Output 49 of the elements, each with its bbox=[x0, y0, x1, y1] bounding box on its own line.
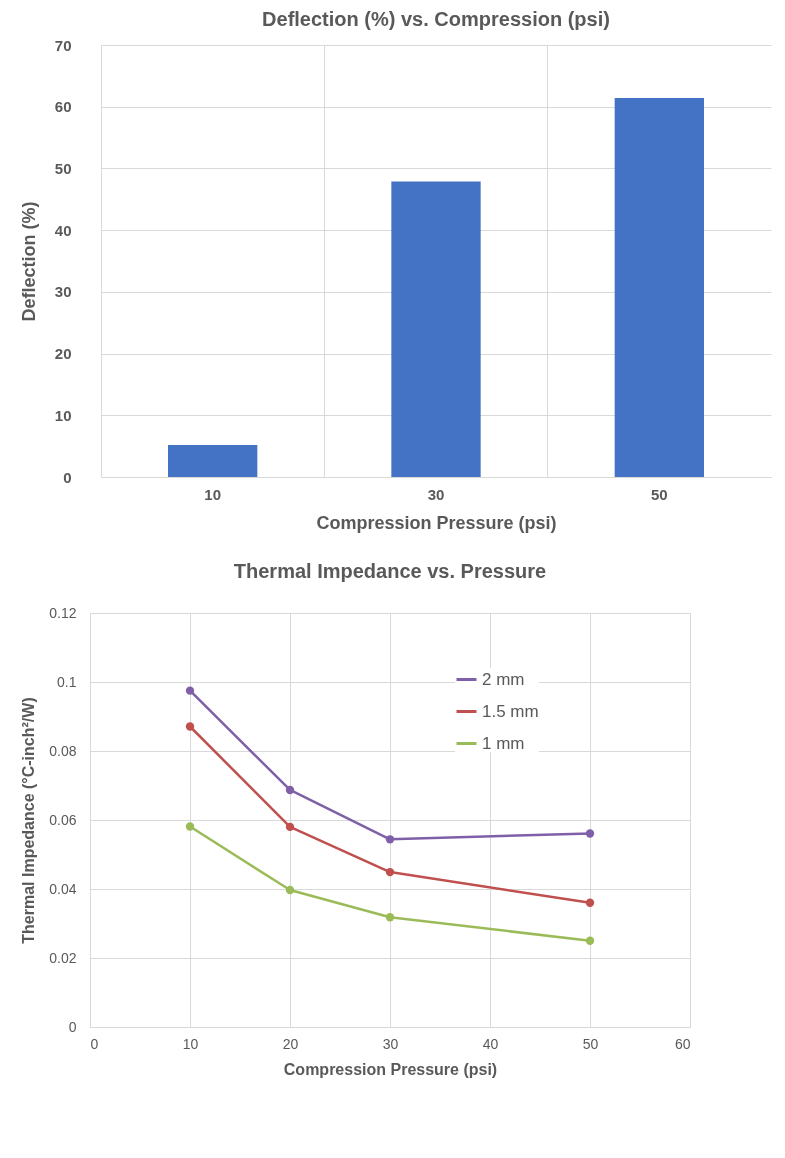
x-tick-label: 60 bbox=[674, 1035, 691, 1052]
y-tick-label: 0.06 bbox=[49, 811, 77, 828]
y-tick-label: 0.02 bbox=[49, 949, 77, 966]
y-tick-label: 30 bbox=[54, 283, 72, 301]
y-tick-label: 20 bbox=[54, 345, 72, 363]
point bbox=[385, 835, 395, 844]
y-axis-title: Thermal Impedance (°C-inch²/W) bbox=[20, 697, 38, 944]
bar bbox=[168, 444, 258, 477]
y-tick-label: 0.12 bbox=[49, 604, 77, 621]
legend-label: 1 mm bbox=[482, 733, 525, 753]
bar bbox=[614, 98, 704, 477]
legend-label: 1.5 mm bbox=[482, 701, 539, 721]
x-tick-label: 50 bbox=[650, 485, 668, 503]
point bbox=[285, 785, 295, 795]
point bbox=[585, 898, 595, 907]
x-axis-title: Compression Pressure (psi) bbox=[316, 512, 557, 533]
y-tick-label: 40 bbox=[54, 221, 72, 239]
y-tick-label: 50 bbox=[54, 159, 72, 177]
y-tick-label: 0.08 bbox=[49, 742, 77, 759]
legend-label: 2 mm bbox=[482, 669, 525, 689]
y-tick-label: 0 bbox=[63, 468, 72, 486]
y-tick-label: 60 bbox=[54, 98, 72, 116]
x-tick-label: 40 bbox=[482, 1035, 499, 1052]
x-tick-label: 10 bbox=[182, 1035, 199, 1052]
point bbox=[585, 829, 595, 838]
x-tick-label: 20 bbox=[282, 1035, 299, 1052]
y-tick-label: 10 bbox=[54, 406, 72, 424]
x-tick-label: 30 bbox=[427, 485, 445, 503]
x-tick-label: 10 bbox=[204, 485, 222, 503]
y-tick-label: 0.1 bbox=[57, 673, 77, 690]
x-axis-title: Compression Pressure (psi) bbox=[283, 1060, 498, 1078]
bar bbox=[391, 181, 481, 477]
point bbox=[185, 686, 195, 695]
point bbox=[585, 936, 595, 945]
x-tick-label: 0 bbox=[90, 1035, 99, 1052]
point bbox=[185, 722, 195, 731]
chart-title: Thermal Impedance vs. Pressure bbox=[233, 560, 547, 582]
point bbox=[285, 885, 295, 895]
point bbox=[385, 913, 395, 922]
point bbox=[385, 867, 395, 877]
y-tick-label: 70 bbox=[54, 36, 72, 54]
point bbox=[185, 822, 195, 831]
x-tick-label: 50 bbox=[582, 1035, 599, 1052]
point bbox=[285, 822, 295, 832]
x-tick-label: 30 bbox=[382, 1035, 399, 1052]
y-axis-title: Deflection (%) bbox=[18, 201, 39, 322]
y-tick-label: 0.04 bbox=[49, 880, 77, 897]
y-tick-label: 0 bbox=[68, 1018, 77, 1035]
chart-title: Deflection (%) vs. Compression (psi) bbox=[262, 8, 610, 30]
